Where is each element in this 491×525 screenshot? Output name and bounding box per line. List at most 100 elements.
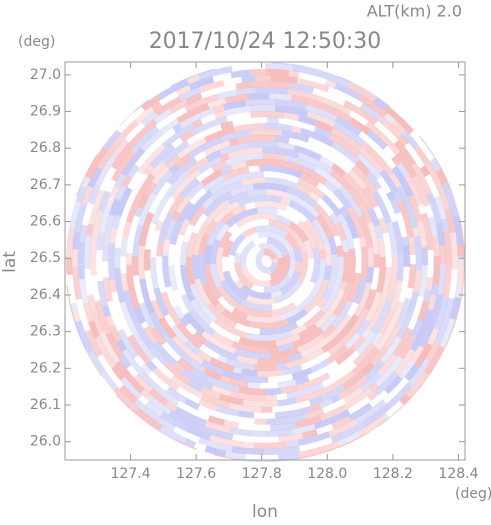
scan-cell: [285, 254, 286, 255]
scan-cell: [99, 232, 101, 250]
scan-cell: [63, 267, 64, 285]
scan-cell: [322, 250, 323, 259]
scan-cell: [264, 126, 292, 129]
scan-cell: [292, 129, 301, 131]
scan-cell: [296, 378, 309, 382]
y-tick-label: 26.2: [30, 360, 61, 376]
scan-cell: [429, 277, 431, 290]
scan-cell: [221, 378, 229, 381]
scan-cell: [280, 258, 281, 265]
scan-cell: [345, 252, 347, 282]
scan-cell: [238, 138, 274, 141]
scan-cell: [435, 256, 437, 285]
scan-cell: [75, 232, 77, 250]
scan-cell: [388, 243, 389, 267]
x-axis-label: lon: [252, 502, 278, 521]
scan-cell: [224, 423, 238, 426]
scan-cell: [293, 68, 302, 69]
scan-cell: [236, 84, 254, 86]
scan-cell: [236, 90, 255, 92]
scan-cell: [250, 108, 275, 109]
scan-cell: [426, 290, 428, 301]
scan-cell: [254, 367, 276, 368]
scan-cell: [303, 432, 317, 436]
scan-cell: [188, 78, 199, 82]
scan-cell: [213, 75, 231, 79]
scan-cell: [252, 222, 269, 224]
scan-cell: [279, 145, 295, 148]
scan-cell: [408, 288, 410, 298]
y-tick-label: 26.1: [30, 397, 61, 413]
scan-field: [63, 60, 467, 464]
scan-cell: [247, 317, 281, 320]
scan-cell: [81, 264, 82, 279]
scan-cell: [430, 250, 431, 277]
scan-cell: [82, 225, 85, 242]
scan-cell: [427, 206, 431, 218]
scan-cell: [370, 429, 378, 434]
scan-cell: [108, 333, 112, 341]
scan-cell: [227, 417, 254, 421]
scan-cell: [344, 241, 346, 252]
scan-cell: [444, 219, 446, 230]
scan-cell: [370, 248, 371, 267]
scan-cell: [238, 414, 254, 416]
scan-cell: [439, 223, 443, 246]
scan-cell: [237, 253, 238, 263]
scan-cell: [129, 265, 132, 292]
scan-cell: [270, 263, 275, 271]
scan-cell: [386, 233, 388, 243]
scan-cell: [277, 396, 287, 397]
scan-cell: [246, 205, 255, 207]
scan-cell: [274, 259, 275, 263]
scan-cell: [237, 281, 242, 287]
scan-cell: [248, 192, 267, 194]
scan-cell: [93, 238, 95, 276]
scan-cell: [287, 443, 298, 445]
scan-cell: [115, 216, 118, 229]
scan-cell: [434, 285, 436, 295]
scan-cell: [362, 238, 364, 247]
scan-cell: [415, 228, 417, 236]
scan-cell: [265, 66, 293, 68]
scan-cell: [221, 124, 233, 127]
scan-cell: [274, 138, 289, 140]
scan-cell: [364, 246, 365, 279]
scan-cell: [369, 267, 371, 283]
scan-cell: [278, 436, 302, 439]
scan-cell: [342, 282, 344, 290]
scan-cell: [460, 245, 461, 257]
scan-cell: [421, 265, 425, 296]
scan-cell: [125, 222, 129, 238]
scan-cell: [260, 330, 280, 332]
scan-cell: [89, 224, 91, 235]
scan-cell: [281, 200, 290, 203]
scan-cell: [75, 311, 78, 321]
scan-cell: [183, 242, 186, 265]
scan-cell: [233, 437, 242, 438]
scan-cell: [243, 402, 277, 404]
scan-cell: [234, 126, 264, 130]
scan-cell: [247, 144, 279, 145]
scan-cell: [456, 197, 461, 213]
scan-cell: [268, 377, 292, 380]
scan-cell: [377, 226, 381, 240]
scan-cell: [253, 186, 288, 190]
scan-cell: [242, 439, 278, 440]
scan-cell: [143, 323, 145, 328]
scan-cell: [337, 80, 347, 84]
scan-cell: [215, 113, 225, 116]
scan-cell: [267, 349, 278, 350]
scan-cell: [195, 255, 197, 279]
scan-cell: [248, 60, 272, 61]
scan-cell: [252, 287, 264, 290]
scan-cell: [157, 221, 160, 230]
scan-cell: [224, 80, 242, 83]
y-unit: (deg): [18, 34, 55, 50]
scan-cell: [421, 205, 424, 213]
scan-cell: [266, 72, 289, 73]
scan-cell: [257, 359, 289, 362]
scan-cell: [229, 381, 248, 385]
scan-cell: [69, 228, 72, 258]
scan-cell: [400, 252, 401, 281]
